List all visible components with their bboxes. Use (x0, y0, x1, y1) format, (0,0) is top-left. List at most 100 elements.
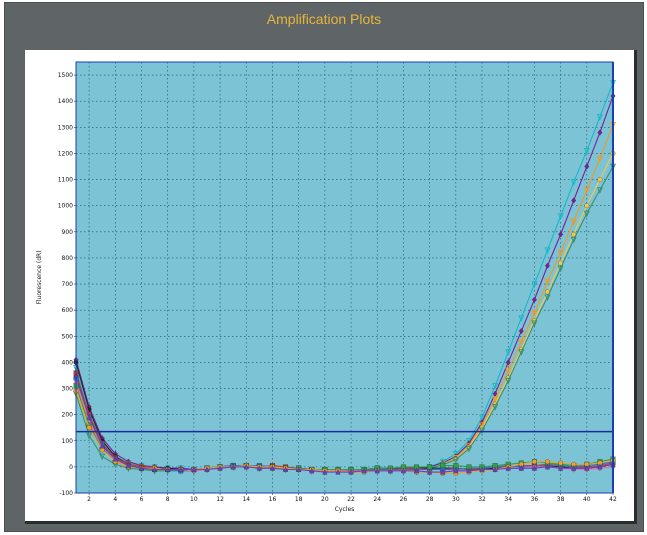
y-tick-label: -100 (59, 490, 73, 497)
x-tick-label: 32 (478, 496, 486, 503)
y-tick-label: 200 (62, 412, 74, 419)
data-point (596, 114, 603, 121)
data-point (583, 148, 590, 155)
data-point (584, 163, 590, 170)
y-tick-label: 700 (62, 281, 74, 288)
data-point (243, 463, 249, 470)
x-tick-label: 8 (166, 496, 170, 503)
x-tick-label: 4 (113, 496, 117, 503)
plot-area (76, 62, 613, 493)
y-axis-label: Fluorescence (dR) (36, 250, 43, 304)
data-point (571, 465, 577, 471)
data-point (544, 278, 551, 286)
data-point (335, 468, 341, 475)
data-point (557, 249, 564, 257)
y-tick-label: 0 (69, 464, 73, 471)
y-tick-label: 1000 (58, 203, 73, 210)
x-axis-label: Cycles (335, 506, 355, 513)
data-point (492, 383, 499, 390)
data-point (596, 187, 603, 194)
data-point (518, 315, 525, 322)
data-point (597, 177, 603, 182)
data-point (453, 463, 459, 469)
data-point (531, 281, 538, 288)
y-tick-label: 1300 (58, 124, 73, 131)
y-tick-label: 600 (62, 307, 74, 314)
data-point (165, 466, 171, 472)
y-tick-label: 500 (62, 333, 74, 340)
data-point (191, 466, 197, 472)
data-point (99, 453, 106, 461)
data-point (414, 467, 420, 474)
x-tick-label: 42 (609, 496, 617, 503)
x-tick-label: 6 (140, 496, 144, 503)
data-point (570, 218, 577, 226)
data-point (505, 377, 512, 385)
window-title: Amplification Plots (266, 11, 382, 27)
data-point (204, 466, 210, 472)
data-point (531, 310, 538, 317)
x-tick-label: 16 (269, 496, 277, 503)
x-tick-label: 14 (242, 496, 250, 503)
data-point (531, 296, 537, 303)
data-point (557, 213, 564, 221)
data-point (597, 129, 603, 136)
data-point (545, 262, 551, 269)
data-point (465, 445, 472, 453)
data-point (596, 155, 603, 163)
data-point (230, 463, 236, 470)
data-point (86, 425, 92, 431)
data-point (584, 203, 590, 209)
data-point (86, 414, 92, 420)
data-point (138, 465, 145, 471)
x-tick-label: 12 (216, 496, 224, 503)
data-point (256, 465, 262, 471)
data-point (583, 210, 590, 218)
x-tick-label: 20 (321, 496, 329, 503)
amplification-chart[interactable]: 2 4 6 8 10 12 14 16 18 20 22 24 26 28 30 32 34 36 38 40 42-1… (25, 50, 631, 518)
data-point (479, 414, 486, 422)
y-tick-label: 400 (62, 359, 74, 366)
data-point (427, 468, 433, 475)
data-point (518, 338, 525, 346)
series-line-12 (75, 375, 614, 473)
x-tick-label: 2 (87, 496, 91, 503)
x-tick-label: 22 (347, 496, 355, 503)
data-point (558, 460, 564, 466)
data-point (544, 247, 551, 254)
data-point (361, 467, 367, 474)
data-point (400, 467, 406, 474)
data-point (492, 396, 499, 403)
data-point (518, 349, 525, 356)
y-tick-label: 1100 (58, 177, 73, 184)
data-point (479, 466, 485, 472)
data-point (452, 451, 459, 458)
data-point (440, 468, 446, 475)
y-tick-label: 1500 (58, 72, 73, 79)
data-point (558, 465, 564, 471)
x-tick-label: 26 (400, 496, 408, 503)
data-point (583, 187, 590, 194)
data-point (531, 320, 538, 328)
data-point (505, 367, 512, 375)
data-point (544, 463, 551, 470)
plot-panel: 2 4 6 8 10 12 14 16 18 20 22 24 26 28 30 32 34 36 38 40 42 -1… (25, 50, 637, 524)
data-point (452, 456, 459, 464)
data-point (348, 468, 354, 475)
data-point (453, 467, 459, 474)
x-tick-label: 24 (373, 496, 381, 503)
data-point (99, 442, 105, 449)
data-point (492, 466, 498, 472)
data-point (296, 466, 302, 472)
data-point (570, 179, 577, 187)
data-point (152, 466, 158, 472)
data-point (544, 294, 551, 301)
data-point (322, 468, 328, 475)
data-point (545, 459, 550, 465)
data-point (387, 467, 393, 474)
data-point (374, 467, 380, 474)
y-tick-label: 100 (62, 438, 74, 445)
data-point (558, 231, 564, 238)
x-tick-label: 34 (504, 496, 512, 503)
data-point (518, 328, 524, 335)
